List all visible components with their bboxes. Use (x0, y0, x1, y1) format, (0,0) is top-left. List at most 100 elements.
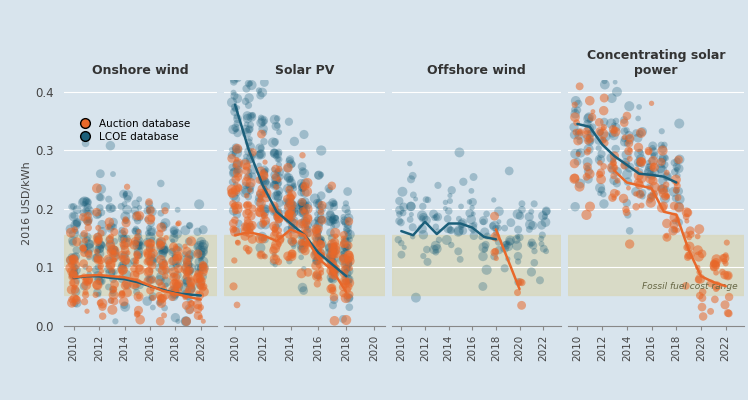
Point (312, 240, 324, 246)
Point (254, 92, 266, 99)
Point (574, 83, 586, 90)
Point (499, 225, 511, 231)
Point (254, 151, 266, 157)
Point (173, 266, 185, 272)
Point (91, 209, 102, 215)
Point (243, 247, 255, 253)
Point (108, 292, 120, 298)
Point (77, 233, 89, 239)
Point (659, 194, 671, 200)
Point (268, 203, 280, 210)
Point (671, 158, 683, 164)
Point (443, 208, 455, 214)
Point (327, 302, 339, 308)
Point (194, 255, 206, 262)
Point (528, 201, 540, 207)
Point (255, 222, 267, 228)
Point (328, 256, 340, 262)
Point (91, 248, 103, 254)
Point (179, 251, 191, 258)
Point (645, 194, 657, 201)
Point (282, 214, 294, 221)
Point (328, 297, 340, 303)
Point (657, 148, 669, 154)
Point (286, 253, 298, 260)
Point (259, 220, 271, 227)
Point (669, 169, 681, 175)
Point (295, 231, 307, 237)
Point (240, 130, 252, 136)
Point (230, 156, 242, 162)
Point (242, 139, 254, 146)
Point (672, 156, 684, 163)
Point (573, 149, 585, 155)
Point (184, 307, 196, 313)
Point (673, 219, 685, 226)
Point (105, 241, 117, 247)
Point (225, 146, 237, 153)
Point (78, 246, 90, 253)
Point (228, 76, 240, 82)
Point (267, 259, 279, 265)
Point (719, 272, 731, 278)
Point (329, 230, 341, 236)
Point (144, 277, 156, 284)
Point (684, 252, 696, 258)
Point (80, 215, 92, 222)
Point (95, 230, 107, 236)
Point (660, 182, 672, 188)
Point (193, 201, 205, 208)
Point (255, 252, 267, 258)
Point (259, 208, 271, 215)
Point (167, 272, 179, 279)
Point (580, 174, 592, 180)
Point (281, 166, 293, 172)
Point (273, 241, 285, 247)
Point (241, 192, 253, 199)
Point (169, 289, 181, 296)
Point (672, 216, 684, 223)
Point (108, 254, 120, 260)
Point (272, 195, 284, 201)
Point (254, 177, 266, 183)
Point (711, 283, 723, 289)
Point (245, 183, 257, 190)
Point (231, 239, 243, 245)
Point (288, 239, 300, 245)
Point (96, 242, 108, 248)
Point (95, 209, 107, 216)
Point (327, 287, 339, 294)
Point (232, 130, 244, 136)
Point (572, 100, 584, 107)
Point (157, 250, 169, 256)
Point (529, 248, 541, 254)
Point (155, 244, 167, 250)
Point (171, 246, 183, 253)
Point (634, 191, 646, 198)
Point (329, 266, 341, 272)
Point (169, 314, 181, 321)
Point (180, 227, 191, 234)
Point (647, 178, 659, 184)
Point (288, 232, 300, 238)
Point (166, 264, 178, 271)
Point (108, 298, 120, 304)
Point (92, 257, 104, 263)
Point (467, 199, 479, 205)
Point (180, 264, 192, 270)
Point (283, 175, 295, 181)
Point (168, 287, 180, 293)
Point (657, 154, 669, 161)
Point (257, 221, 269, 227)
Point (71, 219, 83, 226)
Point (192, 264, 204, 271)
Point (157, 295, 169, 301)
Point (538, 246, 550, 252)
Point (595, 187, 607, 193)
Point (661, 174, 673, 180)
Point (168, 293, 180, 300)
Point (245, 122, 257, 128)
Point (144, 275, 156, 281)
Point (160, 279, 172, 285)
Point (105, 248, 117, 255)
